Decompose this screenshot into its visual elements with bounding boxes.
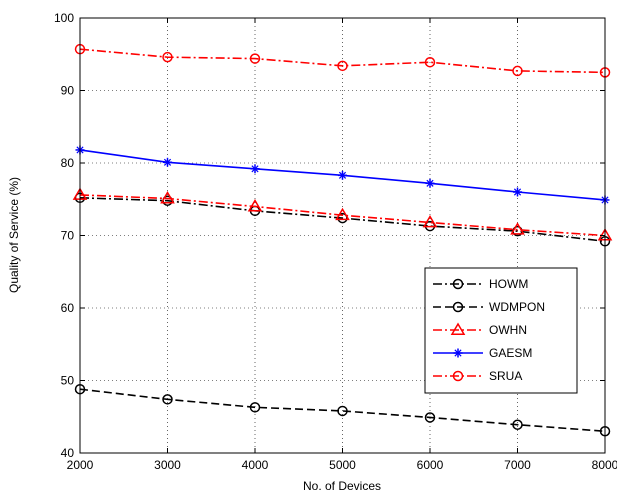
data-point — [163, 157, 172, 167]
legend-entry: OWHN — [433, 322, 527, 337]
x-tick-label: 4000 — [242, 458, 269, 472]
legend-marker — [450, 322, 466, 335]
x-tick-label: 8000 — [592, 458, 617, 472]
y-tick-label: 100 — [54, 11, 74, 25]
y-tick-label: 60 — [61, 301, 75, 315]
data-point — [247, 199, 263, 212]
data-point — [160, 191, 175, 204]
series-line — [79, 388, 606, 433]
axis-ticks: 2000 3000 4000 5000 6000 7000 8000 40 50 60 70 80 90… — [54, 11, 617, 472]
data-point — [337, 60, 348, 72]
data-point — [249, 402, 261, 413]
data-point — [162, 394, 173, 405]
data-point — [425, 178, 435, 188]
legend-entry: HOWM — [433, 277, 528, 291]
x-tick-label: 7000 — [504, 458, 531, 472]
data-point — [338, 170, 347, 180]
data-point — [512, 419, 523, 430]
data-point — [250, 164, 260, 174]
legend-label: SRUA — [489, 369, 522, 383]
data-point — [249, 53, 261, 64]
legend-entry: GAESM — [433, 346, 532, 360]
x-tick-label: 3000 — [154, 458, 181, 472]
legend-marker — [453, 348, 463, 358]
x-tick-label: 5000 — [329, 458, 356, 472]
series-owhn — [72, 187, 613, 241]
legend-label: GAESM — [489, 346, 532, 360]
legend-entry: WDMPON — [433, 300, 545, 314]
legend-marker — [452, 301, 464, 313]
x-tick-label: 2000 — [67, 458, 94, 472]
y-tick-label: 80 — [61, 156, 75, 170]
data-point — [510, 222, 525, 235]
legend-label: OWHN — [489, 323, 527, 337]
series-line — [79, 48, 606, 74]
y-tick-label: 40 — [61, 446, 75, 460]
data-point — [337, 405, 348, 417]
x-axis-label: No. of Devices — [303, 479, 381, 493]
series-line — [79, 194, 606, 237]
y-tick-label: 90 — [61, 84, 75, 98]
data-point — [162, 51, 173, 63]
data-point — [424, 56, 436, 68]
y-tick-label: 50 — [61, 374, 75, 388]
legend-box — [424, 267, 578, 394]
legend-marker — [452, 370, 464, 382]
legend: HOWM WDMPON OWHN GAESM SRUA — [424, 267, 578, 394]
series-layer — [72, 43, 613, 437]
y-axis-label: Quality of Service (%) — [7, 177, 21, 293]
data-point — [512, 65, 523, 77]
legend-marker — [452, 278, 464, 290]
data-point — [424, 412, 436, 423]
legend-entry: SRUA — [433, 369, 522, 383]
data-point — [335, 207, 350, 221]
x-tick-label: 6000 — [417, 458, 444, 472]
data-point — [422, 214, 438, 228]
legend-label: WDMPON — [489, 300, 545, 314]
data-point — [513, 187, 522, 197]
series-line — [79, 197, 606, 243]
legend-label: HOWM — [489, 277, 528, 291]
y-tick-label: 70 — [61, 229, 75, 243]
